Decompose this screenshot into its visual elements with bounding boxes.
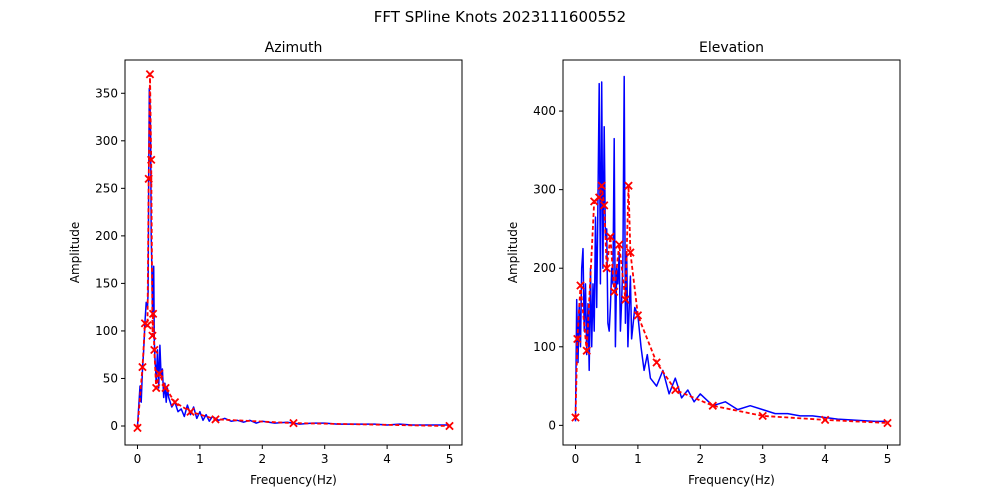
panel-2-axes-frame bbox=[562, 59, 901, 446]
panel-1-knot-marker bbox=[138, 362, 147, 372]
panel-2-knot-marker bbox=[626, 248, 635, 257]
panel-1-y-tick-label: 100 bbox=[95, 324, 118, 338]
panel-1-y-tick-label: 300 bbox=[95, 134, 118, 148]
panel-2-knot-marker bbox=[582, 346, 591, 355]
panel-1-y-tick-label: 200 bbox=[95, 229, 118, 243]
panel-1-x-tick-label: 1 bbox=[196, 452, 204, 466]
panel-2-x-axis-label: Frequency(Hz) bbox=[688, 473, 775, 487]
panel-1-x-tick-label: 5 bbox=[446, 452, 454, 466]
panel-1-knot-marker bbox=[289, 418, 298, 428]
panel-2-knot-marker bbox=[708, 401, 718, 410]
panel-1-knot-marker bbox=[170, 397, 180, 407]
panel-1-x-tick-label: 0 bbox=[134, 452, 142, 466]
panel-2-knot-marker bbox=[609, 287, 619, 297]
panel-1-knot-marker bbox=[161, 383, 170, 393]
panel-1-knot-marker bbox=[133, 423, 142, 433]
panel-2-knot-marker bbox=[614, 240, 624, 249]
panel-1-knot-marker bbox=[150, 345, 159, 355]
panel-2-knot-marker bbox=[671, 385, 680, 395]
panel-2-y-tick-label: 0 bbox=[548, 418, 556, 432]
panel-1-knot-marker bbox=[148, 331, 157, 340]
panel-1-y-tick-label: 250 bbox=[95, 181, 118, 195]
panel-2-knot-marker bbox=[594, 193, 604, 202]
panel-1-knot-marker bbox=[143, 320, 152, 330]
panel-1-y-tick-label: 150 bbox=[95, 276, 118, 290]
panel-2-x-tick-label: 1 bbox=[634, 452, 642, 466]
panel-2-knot-marker bbox=[758, 411, 767, 421]
panel-2-knot-marker bbox=[571, 413, 580, 422]
panel-1-signal-line bbox=[136, 87, 450, 427]
panel-2-knot-marker bbox=[576, 281, 585, 290]
panel-1-spline-line bbox=[136, 74, 450, 428]
panel-1-title: Azimuth bbox=[265, 40, 323, 56]
panel-2-knot-marker bbox=[820, 415, 830, 425]
panel-2-y-tick-label: 300 bbox=[533, 183, 556, 197]
panel-1-x-tick-label: 3 bbox=[321, 452, 329, 466]
panel-1-y-tick-label: 50 bbox=[103, 371, 118, 385]
panel-2-y-tick-label: 200 bbox=[533, 261, 556, 275]
panel-1-y-tick-label: 0 bbox=[110, 419, 118, 433]
panel-2-x-tick-label: 5 bbox=[884, 452, 892, 466]
panel-2-x-tick-label: 2 bbox=[696, 452, 704, 466]
panel-1-knot-marker bbox=[186, 407, 195, 416]
panel-1-knot-marker bbox=[145, 70, 155, 79]
panel-2-signal-line bbox=[574, 75, 888, 423]
panel-2-knot-marker bbox=[624, 181, 633, 190]
panel-2-knot-marker bbox=[633, 311, 643, 320]
panel-2-y-axis-label: Amplitude bbox=[506, 222, 520, 284]
panel-1-x-tick-label: 4 bbox=[383, 452, 391, 466]
panel-2-y-tick-label: 400 bbox=[533, 104, 556, 118]
panel-2-y-tick-label: 100 bbox=[533, 340, 556, 354]
panel-1-knot-marker bbox=[144, 174, 153, 184]
panel-2-spline-line bbox=[574, 185, 888, 424]
panel-1-knot-marker bbox=[445, 421, 454, 431]
panel-1-knot-marker bbox=[151, 383, 161, 393]
figure-title: FFT SPline Knots 2023111600552 bbox=[374, 8, 626, 26]
panel-2-title: Elevation bbox=[699, 40, 764, 56]
panel-2-knot-marker bbox=[883, 418, 892, 428]
panel-1-y-tick-label: 350 bbox=[95, 86, 118, 100]
panel-2-x-tick-label: 3 bbox=[759, 452, 767, 466]
panel-2-x-tick-label: 4 bbox=[821, 452, 829, 466]
panel-2-knot-marker bbox=[652, 358, 661, 367]
panel-1-y-axis-label: Amplitude bbox=[68, 222, 82, 284]
panel-1-x-axis-label: Frequency(Hz) bbox=[250, 473, 337, 487]
panel-2-knot-marker bbox=[602, 263, 611, 273]
panel-1-knot-marker bbox=[148, 309, 158, 319]
panel-2-knot-marker bbox=[599, 201, 609, 210]
panel-1-x-tick-label: 2 bbox=[258, 452, 266, 466]
panel-1-knot-marker bbox=[155, 369, 164, 378]
panel-2-x-tick-label: 0 bbox=[572, 452, 580, 466]
panel-2-knot-marker bbox=[597, 181, 606, 190]
panel-2-knot-marker bbox=[606, 232, 615, 242]
panel-1-knot-marker bbox=[146, 155, 156, 165]
panel-1-knot-marker bbox=[211, 415, 220, 424]
panel-2-knot-marker bbox=[573, 334, 582, 344]
panel-2-knot-marker bbox=[621, 295, 630, 304]
panel-1-axes-frame bbox=[124, 59, 463, 446]
